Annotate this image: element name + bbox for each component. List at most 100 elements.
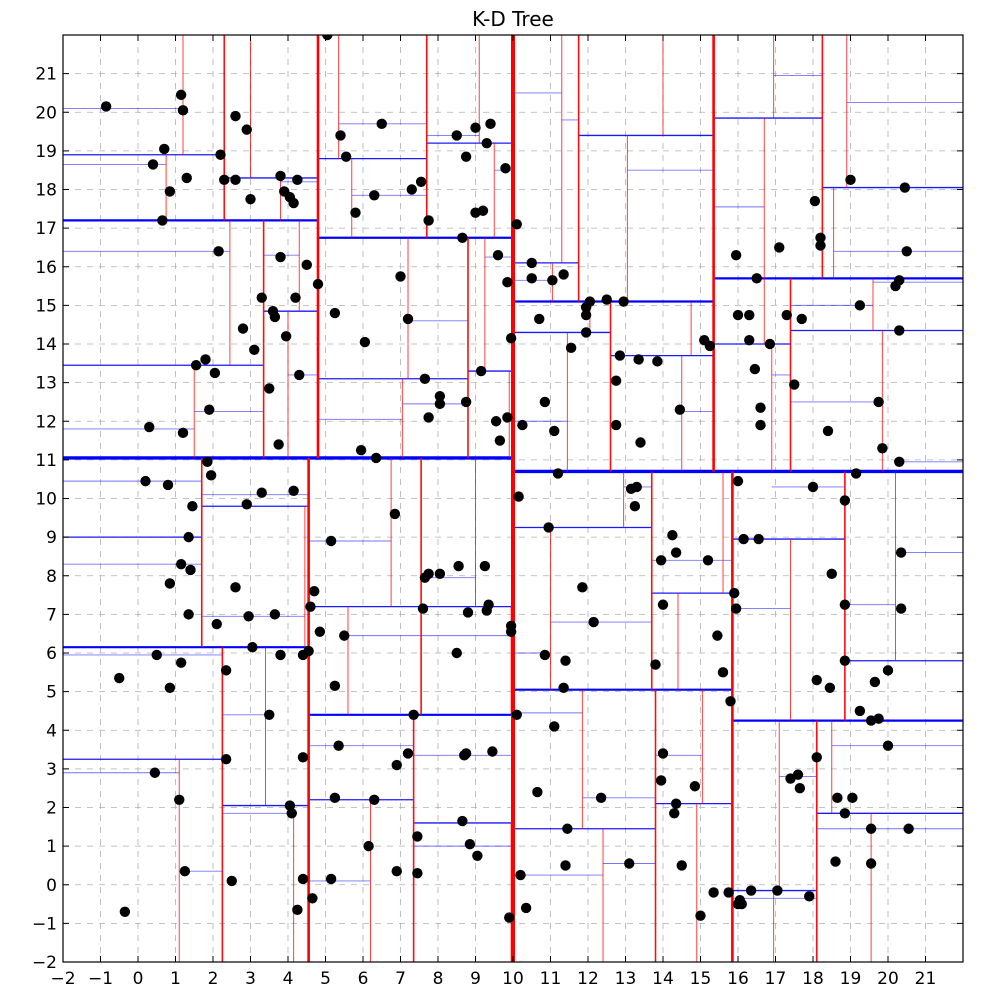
data-point bbox=[301, 259, 312, 271]
kd-splits bbox=[63, 35, 963, 962]
data-point bbox=[865, 858, 877, 869]
data-point bbox=[402, 313, 414, 325]
data-point bbox=[297, 873, 309, 885]
data-point bbox=[744, 309, 755, 321]
data-point bbox=[655, 775, 667, 786]
data-point bbox=[744, 334, 755, 346]
data-point bbox=[755, 419, 766, 431]
x-tick-label: 5 bbox=[320, 969, 331, 989]
data-point bbox=[543, 522, 554, 533]
data-point bbox=[565, 342, 577, 354]
data-point bbox=[809, 195, 821, 207]
data-point bbox=[511, 219, 522, 230]
x-tick-label: 0 bbox=[133, 969, 144, 989]
data-point bbox=[657, 748, 669, 759]
data-point bbox=[552, 468, 564, 479]
data-point bbox=[369, 794, 380, 805]
data-point bbox=[275, 649, 286, 661]
data-point bbox=[157, 215, 168, 226]
y-tick-label: 0 bbox=[46, 876, 57, 896]
data-point bbox=[264, 383, 275, 394]
data-point bbox=[755, 402, 766, 413]
data-point bbox=[325, 873, 337, 885]
data-point bbox=[845, 174, 856, 186]
data-point bbox=[219, 174, 230, 186]
data-point bbox=[635, 437, 646, 448]
x-tick-label: 14 bbox=[652, 969, 674, 989]
data-point bbox=[350, 207, 361, 218]
data-point bbox=[745, 885, 757, 896]
data-point bbox=[209, 367, 221, 379]
data-point bbox=[273, 439, 284, 450]
data-point bbox=[256, 487, 267, 498]
data-point bbox=[481, 137, 492, 149]
data-point bbox=[894, 456, 905, 468]
data-point bbox=[839, 808, 851, 819]
data-point bbox=[517, 419, 528, 431]
data-point bbox=[629, 501, 641, 512]
x-tick-label: 11 bbox=[540, 969, 562, 989]
data-point bbox=[513, 491, 524, 502]
data-point bbox=[560, 655, 571, 666]
data-point bbox=[177, 427, 189, 439]
data-point bbox=[702, 555, 714, 566]
data-point bbox=[826, 568, 837, 580]
data-point bbox=[903, 823, 914, 834]
data-point bbox=[164, 578, 176, 589]
data-point bbox=[305, 601, 316, 612]
data-point bbox=[460, 151, 472, 162]
data-point bbox=[865, 823, 877, 834]
data-point bbox=[286, 808, 297, 819]
data-point bbox=[451, 647, 462, 659]
data-point bbox=[162, 479, 174, 491]
data-point bbox=[297, 752, 309, 763]
x-tick-label: 12 bbox=[577, 969, 599, 989]
data-point bbox=[753, 533, 764, 545]
x-tick-label: 2 bbox=[208, 969, 219, 989]
data-point bbox=[625, 483, 637, 495]
data-point bbox=[873, 396, 884, 408]
data-point bbox=[877, 443, 888, 454]
data-point bbox=[423, 215, 434, 226]
chart-title: K-D Tree bbox=[472, 7, 554, 31]
data-point bbox=[670, 547, 682, 558]
data-point bbox=[294, 369, 305, 381]
data-point bbox=[736, 898, 747, 910]
data-point bbox=[256, 292, 267, 303]
data-point bbox=[453, 560, 464, 572]
data-point bbox=[457, 232, 468, 243]
data-point bbox=[655, 555, 667, 566]
data-point bbox=[539, 396, 551, 408]
data-point bbox=[204, 404, 215, 415]
data-point bbox=[667, 529, 678, 541]
x-tick-label: −2 bbox=[50, 969, 75, 989]
data-point bbox=[475, 365, 487, 377]
data-point bbox=[339, 630, 350, 641]
data-point bbox=[500, 163, 511, 174]
data-point bbox=[479, 560, 491, 572]
data-point bbox=[264, 709, 275, 720]
y-tick-label: 4 bbox=[46, 721, 57, 741]
data-point bbox=[732, 475, 744, 487]
y-tick-label: 2 bbox=[46, 799, 57, 819]
data-point bbox=[290, 292, 301, 303]
data-point bbox=[614, 350, 626, 361]
data-point bbox=[505, 333, 517, 344]
y-tick-label: 6 bbox=[46, 644, 57, 664]
data-point bbox=[402, 748, 414, 759]
data-point bbox=[363, 840, 374, 852]
data-point bbox=[181, 172, 192, 184]
data-point bbox=[764, 338, 776, 350]
data-point bbox=[732, 309, 744, 321]
y-tick-label: 14 bbox=[35, 335, 57, 355]
y-tick-label: 12 bbox=[35, 412, 57, 432]
x-tick-label: 1 bbox=[170, 969, 181, 989]
data-point bbox=[830, 856, 841, 867]
data-point bbox=[177, 105, 189, 116]
data-point bbox=[839, 599, 851, 610]
data-point bbox=[796, 313, 807, 325]
data-point bbox=[847, 792, 858, 804]
data-point bbox=[269, 609, 281, 620]
data-point bbox=[674, 404, 686, 415]
data-point bbox=[781, 309, 792, 321]
